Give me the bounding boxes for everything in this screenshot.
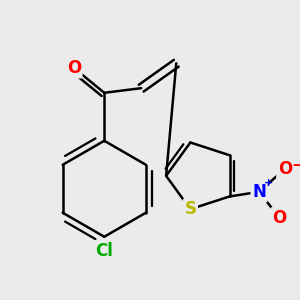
Text: O: O: [272, 209, 286, 227]
Text: S: S: [184, 200, 196, 218]
Text: +: +: [264, 178, 273, 188]
Text: O: O: [67, 59, 81, 77]
Text: −: −: [292, 158, 300, 172]
Text: O: O: [278, 160, 292, 178]
Text: N: N: [252, 183, 266, 201]
Text: Cl: Cl: [95, 242, 113, 260]
